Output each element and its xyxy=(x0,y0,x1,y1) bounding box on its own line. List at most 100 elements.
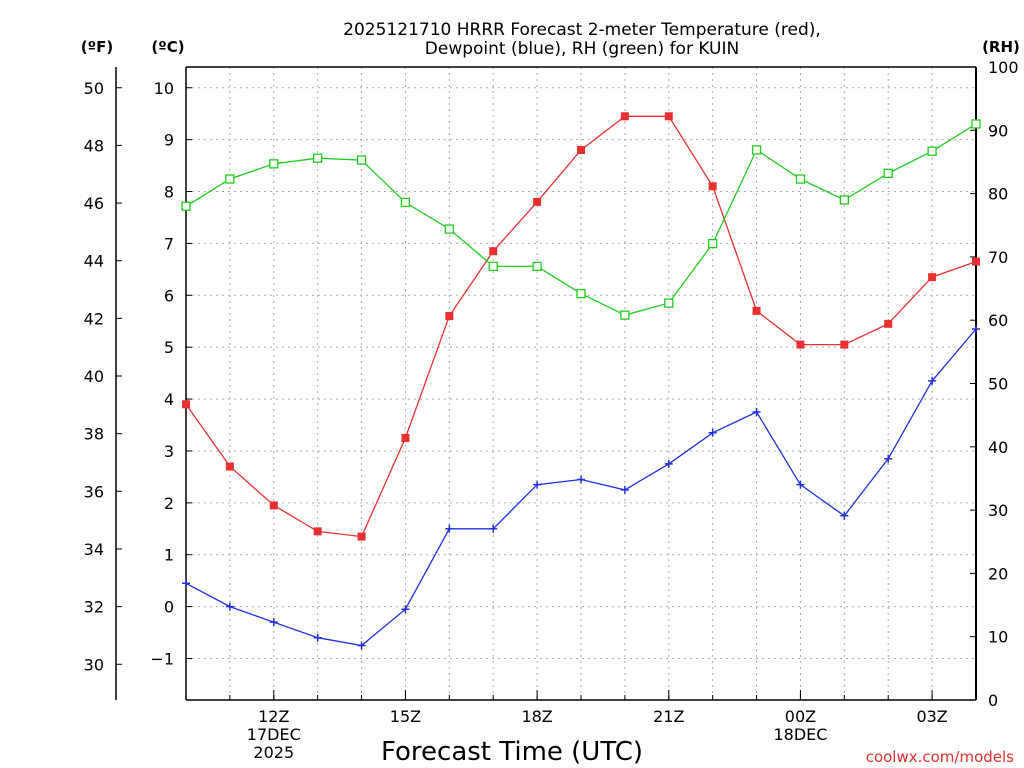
temperature-point xyxy=(489,247,498,256)
temperature-point xyxy=(182,400,190,409)
rh-point xyxy=(356,155,367,165)
rh-point xyxy=(576,288,586,299)
fahrenheit-tick-label: 46 xyxy=(84,194,104,213)
rh-unit-label: (RH) xyxy=(982,38,1020,56)
temperature-point xyxy=(620,112,629,121)
dewpoint-point xyxy=(401,605,410,614)
rh-tick-label: 0 xyxy=(988,691,998,710)
x-tick-label: 2025 xyxy=(253,743,294,762)
chart-axes xyxy=(115,66,977,701)
fahrenheit-tick-label: 42 xyxy=(84,309,104,328)
grid-lines xyxy=(186,67,976,700)
fahrenheit-tick-label: 30 xyxy=(84,655,104,674)
fahrenheit-tick-label: 44 xyxy=(84,252,104,271)
dewpoint-point xyxy=(972,325,980,334)
rh-point xyxy=(883,168,893,178)
data-series xyxy=(181,112,981,650)
dewpoint-point xyxy=(533,480,542,489)
x-tick-label: 00Z xyxy=(785,707,816,726)
rh-tick-label: 50 xyxy=(988,375,1008,394)
rh-tick-label: 70 xyxy=(988,248,1008,267)
rh-point xyxy=(444,224,454,234)
dewpoint-point xyxy=(620,485,629,494)
celsius-tick-label: 8 xyxy=(164,183,174,202)
temperature-point xyxy=(577,146,585,155)
rh-point xyxy=(313,153,323,163)
rh-point xyxy=(620,310,630,320)
celsius-tick-label: 9 xyxy=(164,131,174,150)
temperature-point xyxy=(928,273,937,282)
rh-point xyxy=(839,195,849,205)
dewpoint-point xyxy=(928,376,937,385)
temperature-point xyxy=(796,340,805,349)
celsius-tick-label: 7 xyxy=(164,234,174,253)
dewpoint-point xyxy=(182,579,190,588)
dewpoint-point xyxy=(752,408,761,417)
temperature-point xyxy=(708,182,717,191)
celsius-tick-label: 10 xyxy=(154,79,174,98)
celsius-tick-label: 0 xyxy=(164,598,174,617)
rh-tick-label: 30 xyxy=(988,501,1008,520)
dewpoint-point xyxy=(796,480,805,489)
temperature-point xyxy=(401,433,410,442)
rh-tick-label: 10 xyxy=(988,628,1008,647)
temperature-point xyxy=(357,532,366,541)
axis-ticks: −101234567891030323436384042444648500102… xyxy=(84,58,1019,762)
dewpoint-point xyxy=(445,524,454,533)
temperature-point xyxy=(840,340,849,349)
x-tick-label: 18Z xyxy=(521,707,552,726)
rh-point xyxy=(664,298,674,308)
fahrenheit-tick-label: 40 xyxy=(84,367,104,386)
temperature-point xyxy=(313,527,322,536)
dewpoint-point xyxy=(357,641,366,650)
credit-text: coolwx.com/models xyxy=(866,748,1014,766)
rh-point xyxy=(225,174,235,184)
celsius-tick-label: −1 xyxy=(150,649,174,668)
fahrenheit-tick-label: 32 xyxy=(84,598,104,617)
celsius-tick-label: 4 xyxy=(164,390,174,409)
rh-point xyxy=(532,261,542,272)
chart-title-line-1: 2025121710 HRRR Forecast 2-meter Tempera… xyxy=(343,20,821,40)
fahrenheit-tick-label: 34 xyxy=(84,540,104,559)
dewpoint-point xyxy=(313,633,322,642)
temperature-point xyxy=(972,257,980,266)
celsius-tick-label: 1 xyxy=(164,546,174,565)
rh-tick-label: 90 xyxy=(988,121,1008,140)
rh-point xyxy=(927,146,937,156)
x-tick-label: 03Z xyxy=(916,707,947,726)
rh-point xyxy=(488,261,498,272)
rh-point xyxy=(708,238,718,249)
dewpoint-point xyxy=(884,454,893,463)
x-tick-label: 15Z xyxy=(390,707,421,726)
rh-point xyxy=(400,197,411,208)
rh-tick-label: 20 xyxy=(988,564,1008,583)
temperature-point xyxy=(269,501,278,510)
temperature-point xyxy=(752,306,761,315)
celsius-tick-label: 6 xyxy=(164,286,174,305)
rh-tick-label: 60 xyxy=(988,311,1008,330)
dewpoint-point xyxy=(225,602,234,611)
rh-tick-label: 40 xyxy=(988,438,1008,457)
x-axis-title: Forecast Time (UTC) xyxy=(381,737,643,767)
x-tick-label: 18DEC xyxy=(773,725,827,744)
fahrenheit-tick-label: 50 xyxy=(84,79,104,98)
dewpoint-point xyxy=(489,524,498,533)
fahrenheit-tick-label: 36 xyxy=(84,482,104,501)
rh-point xyxy=(795,174,806,184)
rh-tick-label: 80 xyxy=(988,185,1008,204)
temperature-point xyxy=(225,462,234,471)
fahrenheit-tick-label: 38 xyxy=(84,425,104,444)
temperature-point xyxy=(664,112,673,121)
fahrenheit-tick-label: 48 xyxy=(84,136,104,155)
dewpoint-point xyxy=(664,459,673,468)
dewpoint-point xyxy=(840,511,849,520)
celsius-unit-label: (ºC) xyxy=(151,38,184,56)
x-tick-label: 21Z xyxy=(653,707,684,726)
dewpoint-point xyxy=(269,618,278,627)
fahrenheit-unit-label: (ºF) xyxy=(81,38,113,56)
rh-tick-label: 100 xyxy=(988,58,1019,77)
rh-point xyxy=(269,159,279,169)
rh-point xyxy=(181,201,191,211)
temperature-point xyxy=(884,319,893,328)
